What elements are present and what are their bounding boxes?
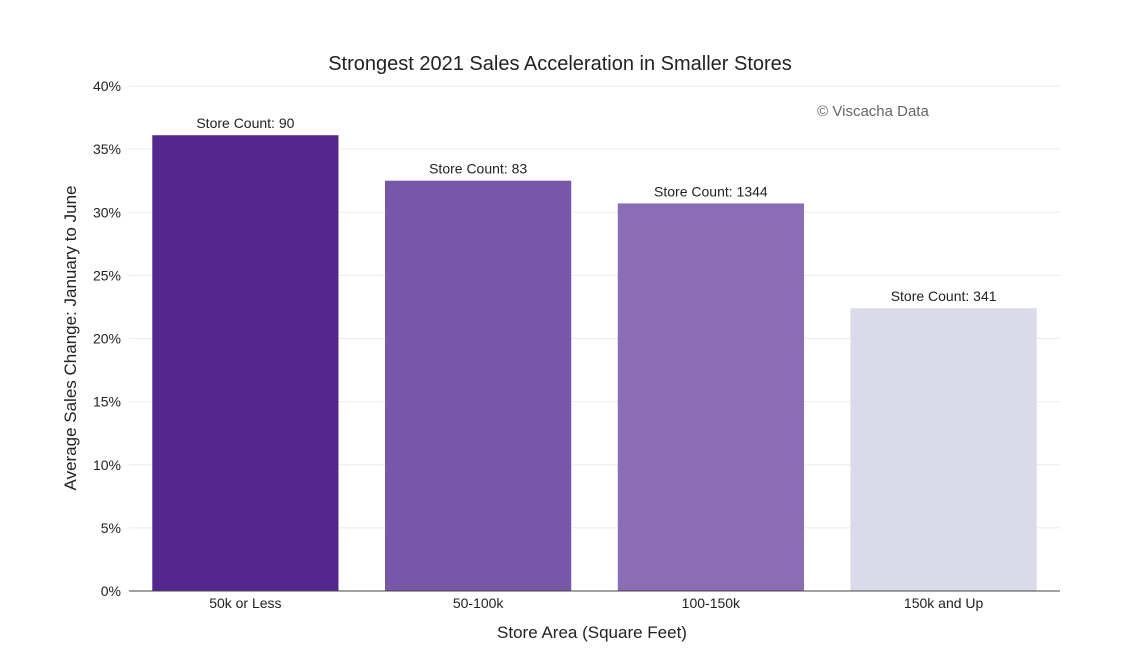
x-axis-title: Store Area (Square Feet)	[497, 623, 687, 642]
watermark: © Viscacha Data	[817, 103, 929, 120]
bar-annotation: Store Count: 1344	[654, 183, 768, 199]
chart-title: Strongest 2021 Sales Acceleration in Sma…	[328, 53, 792, 75]
bar	[617, 203, 804, 591]
x-tick-label: 50-100k	[453, 595, 505, 611]
y-tick-label: 5%	[101, 520, 121, 536]
bar	[850, 308, 1037, 591]
x-tick-label: 150k and Up	[904, 595, 984, 611]
axes: 0% 5% 10% 15% 20% 25% 30% 35% 40% 50k or Less 50-1…	[93, 78, 1060, 611]
bar-annotation: Store Count: 90	[196, 115, 294, 131]
y-tick-label: 40%	[93, 78, 121, 94]
x-tick-label: 100-150k	[682, 595, 741, 611]
bar-annotation: Store Count: 341	[891, 288, 997, 304]
y-tick-label: 25%	[93, 267, 121, 283]
y-tick-label: 20%	[93, 331, 121, 347]
bars	[152, 135, 1037, 592]
x-tick-label: 50k or Less	[209, 595, 281, 611]
y-tick-label: 35%	[93, 141, 121, 157]
bar	[152, 135, 339, 592]
data-labels: Store Count: 90 Store Count: 83 Store Coun…	[196, 115, 996, 304]
y-tick-label: 15%	[93, 394, 121, 410]
bar-annotation: Store Count: 83	[429, 161, 527, 177]
y-tick-label: 0%	[101, 583, 121, 599]
bar	[385, 180, 572, 591]
y-tick-label: 30%	[93, 204, 121, 220]
y-tick-label: 10%	[93, 457, 121, 473]
y-axis-title: Average Sales Change: January to June	[61, 186, 80, 491]
